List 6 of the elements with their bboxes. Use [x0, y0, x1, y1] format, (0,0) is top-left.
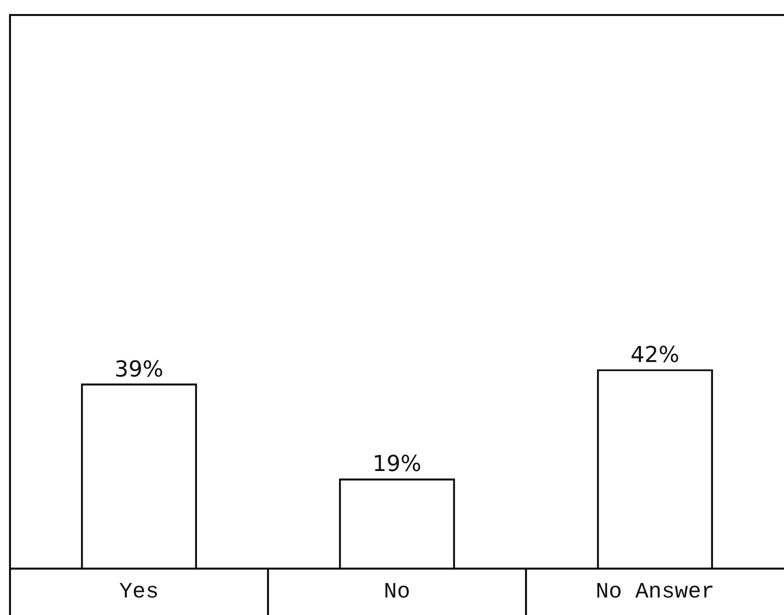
data-label: 19%: [372, 452, 422, 478]
x-tick-label: No Answer: [596, 580, 714, 605]
x-tick-label: No: [384, 580, 410, 605]
data-label: 39%: [114, 357, 164, 382]
data-label: 42%: [630, 343, 680, 368]
x-tick-label: Yes: [119, 580, 159, 605]
